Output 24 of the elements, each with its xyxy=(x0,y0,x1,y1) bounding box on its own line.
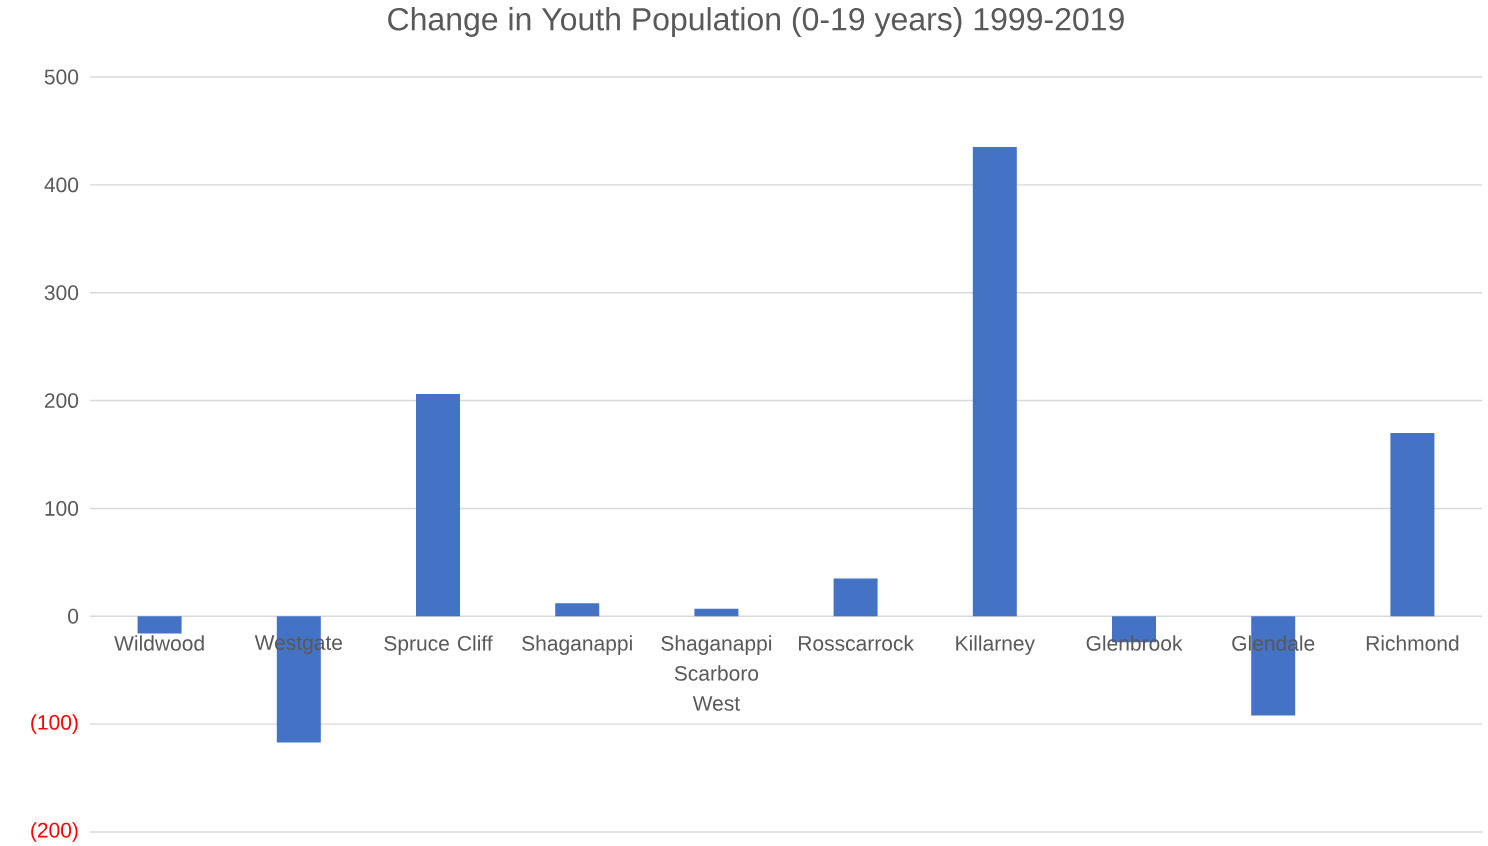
chart-title: Change in Youth Population (0-19 years) 1999-2019 xyxy=(388,7,1124,37)
bar xyxy=(555,603,600,617)
y-tick-label: 100 xyxy=(45,501,79,516)
y-tick-label: 200 xyxy=(44,393,79,409)
bar xyxy=(694,608,739,617)
x-tick-label: Rosscarrock xyxy=(798,635,914,651)
bar xyxy=(416,394,461,617)
y-tick-label: 500 xyxy=(44,69,79,85)
y-tick-label: 0 xyxy=(68,608,79,624)
y-tick-label: (100) xyxy=(31,714,78,734)
bar xyxy=(972,147,1017,617)
x-tick-label: Shaganappi xyxy=(522,635,632,655)
bar xyxy=(1390,432,1435,617)
x-tick-label: Richmond xyxy=(1366,635,1459,651)
x-tick-label: Spruce Cliff xyxy=(384,635,493,655)
y-tick-label: 300 xyxy=(44,285,79,301)
x-tick-label: Killarney xyxy=(956,635,1035,655)
bar xyxy=(137,616,182,634)
bar xyxy=(833,578,878,617)
x-tick-label: Glenbrook xyxy=(1086,635,1183,651)
y-tick-label: 400 xyxy=(44,177,79,193)
y-tick-label: (200) xyxy=(31,822,78,842)
x-tick-label: Wildwood xyxy=(114,635,204,651)
x-tick-label: Shaganappi Scarboro West xyxy=(661,635,772,711)
